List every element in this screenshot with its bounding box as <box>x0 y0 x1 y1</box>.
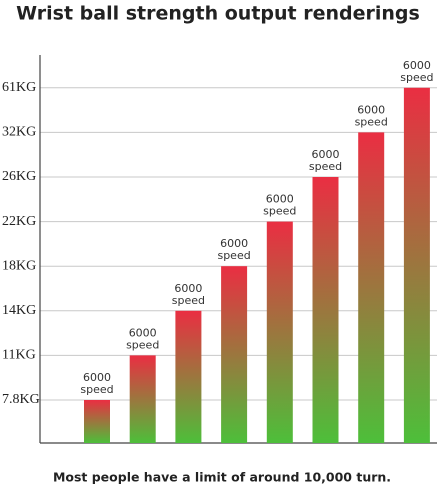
y-tick-label: 18KG <box>2 258 36 273</box>
bar <box>84 400 110 443</box>
bar <box>403 87 430 444</box>
speed-label: 6000 <box>312 148 340 161</box>
speed-label: 6000 <box>129 326 157 339</box>
speed-label: 6000 <box>83 371 111 384</box>
speed-unit: speed <box>217 249 250 262</box>
speed-unit: speed <box>172 294 205 307</box>
speed-unit: speed <box>126 338 159 351</box>
y-tick-label: 7.8KG <box>2 392 40 407</box>
speed-label: 6000 <box>220 237 248 250</box>
speed-unit: speed <box>355 115 388 128</box>
speed-label: 6000 <box>174 282 202 295</box>
y-tick-label: 32KG <box>2 125 36 140</box>
chart-title: Wrist ball strength output renderings <box>16 3 420 25</box>
speed-label: 6000 <box>357 103 385 116</box>
y-tick-label: 26KG <box>2 169 36 184</box>
bar <box>175 310 202 443</box>
speed-unit: speed <box>80 383 113 396</box>
y-tick-label: 22KG <box>2 214 36 229</box>
bar <box>358 132 385 443</box>
bar <box>221 266 248 443</box>
y-tick-label: 11KG <box>2 348 36 363</box>
speed-label: 6000 <box>266 193 294 206</box>
y-tick-label: 61KG <box>2 80 36 95</box>
footer-note: Most people have a limit of around 10,00… <box>53 470 391 485</box>
speed-unit: speed <box>400 71 433 84</box>
y-tick-label: 14KG <box>2 303 36 318</box>
speed-unit: speed <box>309 160 342 173</box>
speed-label: 6000 <box>403 59 431 72</box>
bar <box>266 221 293 443</box>
bar <box>129 355 156 443</box>
bar <box>312 177 339 443</box>
speed-unit: speed <box>263 205 296 218</box>
